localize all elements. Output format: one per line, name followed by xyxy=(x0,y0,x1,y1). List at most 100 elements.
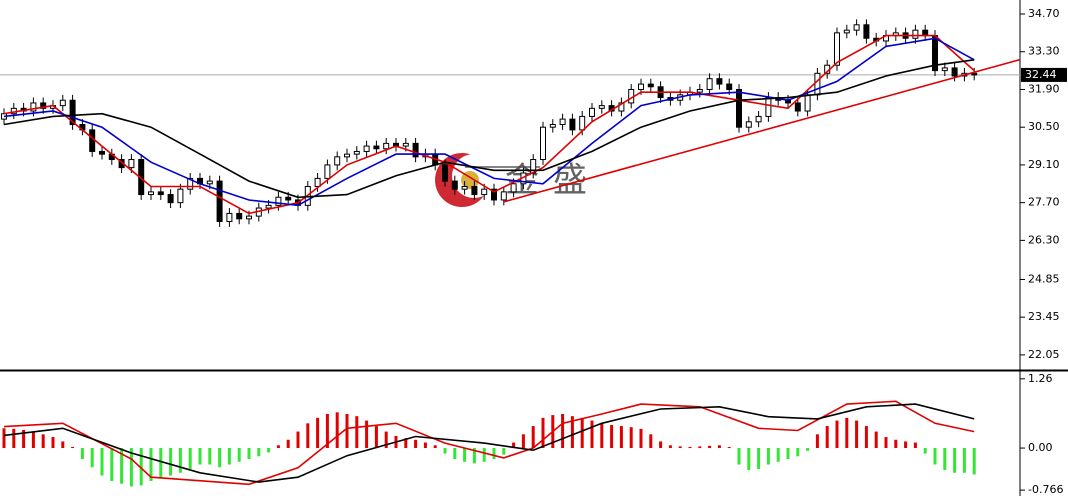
candle-body xyxy=(314,177,321,187)
candle-body xyxy=(569,118,576,131)
macd-bar xyxy=(61,441,65,449)
candle-body xyxy=(353,150,360,155)
macd-bar xyxy=(492,448,496,460)
macd-bar xyxy=(619,426,623,449)
candle-body xyxy=(99,150,105,155)
macd-bar xyxy=(286,439,290,449)
macd-bar xyxy=(521,434,525,449)
macd-bar xyxy=(208,448,212,465)
macd-bar xyxy=(953,448,957,473)
candle-body xyxy=(285,196,292,201)
y-tick-label: 1.26 xyxy=(1028,372,1053,385)
macd-bar xyxy=(100,448,104,476)
macd-bar xyxy=(717,445,721,449)
y-tick-label: 26.30 xyxy=(1028,233,1060,246)
macd-bar xyxy=(453,448,457,460)
candle-body xyxy=(765,97,772,117)
candle-body xyxy=(187,177,194,190)
macd-bar xyxy=(384,431,388,449)
line xyxy=(3,59,975,199)
macd-bar xyxy=(482,448,486,462)
macd-bar xyxy=(698,446,702,449)
macd-bar xyxy=(365,420,369,449)
candle-body xyxy=(951,67,958,77)
candle-body xyxy=(344,153,350,158)
candle-body xyxy=(598,105,605,109)
macd-bar xyxy=(923,448,927,454)
candle-body xyxy=(157,191,164,196)
y-tick-label: 23.45 xyxy=(1028,310,1060,323)
y-tick-label: 22.05 xyxy=(1028,348,1060,361)
macd-bar xyxy=(404,438,408,449)
macd-bar xyxy=(561,413,565,449)
y-tick-label: 0.00 xyxy=(1028,441,1053,454)
macd-bar xyxy=(796,448,800,457)
macd-bar xyxy=(864,426,868,449)
candle-body xyxy=(226,212,233,223)
candle-body xyxy=(236,212,243,220)
macd-bar xyxy=(668,445,672,449)
macd-bar xyxy=(629,427,633,449)
candle-body xyxy=(922,29,929,37)
macd-bar xyxy=(110,448,114,482)
candle-body xyxy=(59,99,66,107)
macd-bar xyxy=(835,420,839,449)
macd-bar xyxy=(531,426,535,449)
macd-bar xyxy=(345,413,349,449)
macd-bar xyxy=(374,426,378,449)
line xyxy=(3,37,975,207)
candle-body xyxy=(794,102,801,112)
candle-body xyxy=(549,124,556,128)
macd-bar xyxy=(237,448,241,462)
macd-bar xyxy=(757,448,761,469)
macd-bar xyxy=(335,412,339,449)
y-tick-label: 24.85 xyxy=(1028,272,1060,285)
macd-bar xyxy=(129,448,133,487)
candle-body xyxy=(853,24,860,31)
candle-body xyxy=(324,164,331,179)
macd-bar xyxy=(198,448,202,465)
current-price-label: 32.44 xyxy=(1025,68,1057,81)
macd-bar xyxy=(786,448,790,460)
macd-bar xyxy=(472,448,476,464)
macd-bar xyxy=(913,442,917,449)
macd-bar xyxy=(12,428,16,449)
macd-bar xyxy=(894,439,898,449)
candle-body xyxy=(481,188,488,196)
macd-bar xyxy=(512,442,516,449)
candle-body xyxy=(540,126,546,161)
candle-body xyxy=(69,99,76,126)
candle-body xyxy=(638,83,644,90)
candle-body xyxy=(167,194,174,204)
macd-bar xyxy=(443,448,447,454)
candle-body xyxy=(442,164,448,182)
candle-body xyxy=(491,188,497,201)
candle-body xyxy=(726,83,733,90)
candle-body xyxy=(579,115,586,131)
candle-body xyxy=(265,204,272,209)
macd-bar xyxy=(355,416,359,449)
macd-bar xyxy=(414,439,418,449)
candle-body xyxy=(510,183,517,193)
candle-body xyxy=(275,196,282,206)
line xyxy=(503,59,1020,203)
macd-bar xyxy=(874,431,878,449)
y-tick-label: 27.70 xyxy=(1028,196,1060,209)
y-tick-label: -0.766 xyxy=(1028,483,1063,496)
macd-bar xyxy=(22,429,26,449)
candle-body xyxy=(863,24,870,39)
candle-body xyxy=(559,118,566,126)
macd-bar xyxy=(659,441,663,449)
candle-body xyxy=(834,32,840,66)
candle-body xyxy=(246,215,252,220)
line xyxy=(3,34,975,215)
candle-body xyxy=(843,29,850,34)
macd-bar xyxy=(943,448,947,471)
candle-body xyxy=(383,142,390,150)
candle-body xyxy=(128,159,135,169)
candle-body xyxy=(647,83,654,88)
macd-bar xyxy=(218,448,222,468)
macd-bar xyxy=(71,446,75,449)
macd-bar xyxy=(120,448,124,484)
